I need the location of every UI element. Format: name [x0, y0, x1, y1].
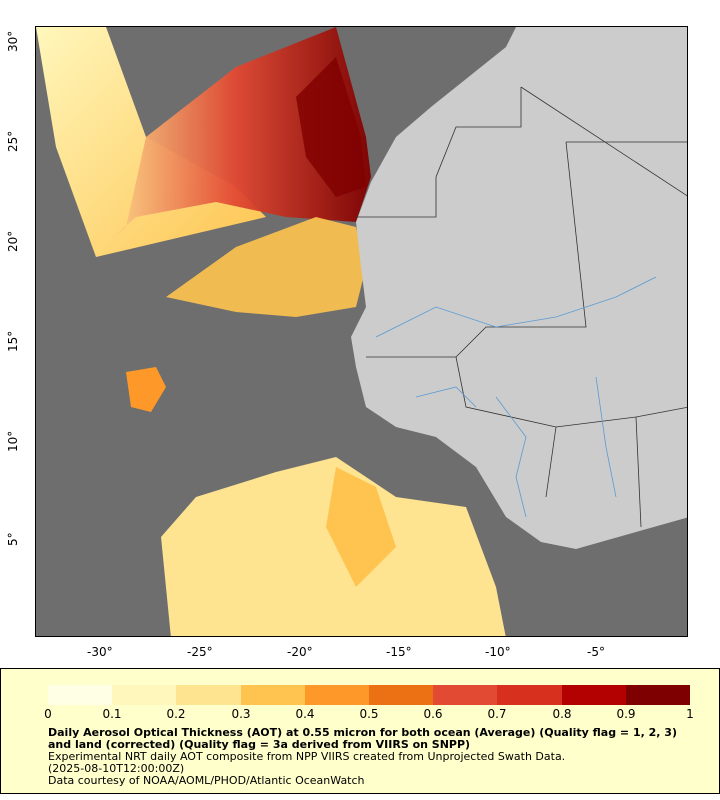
lat-label: 30° — [6, 30, 20, 52]
colorbar-tick: 0.8 — [552, 707, 572, 721]
aot-south — [161, 457, 506, 636]
colorbar-tick: 0.5 — [359, 707, 379, 721]
lat-label: 15° — [6, 330, 20, 352]
country-borders — [356, 86, 687, 528]
colorbar-swatch — [304, 685, 370, 705]
colorbar-swatch — [433, 685, 498, 705]
colorbar-tick: 0.2 — [166, 707, 186, 721]
colorbar-swatch — [112, 685, 177, 705]
aot-map — [36, 27, 687, 636]
colorbar-tick: 0.7 — [487, 707, 507, 721]
aot-plume-core — [296, 57, 366, 197]
colorbar-tick: 0.1 — [102, 707, 122, 721]
land-africa — [351, 27, 687, 549]
aot-patch — [126, 367, 166, 412]
map-panel — [35, 26, 688, 637]
colorbar-tick: 0 — [44, 707, 52, 721]
lon-label: -5° — [587, 645, 605, 659]
colorbar-swatch — [176, 685, 241, 705]
colorbar-tick: 0.9 — [616, 707, 636, 721]
lon-label: -15° — [386, 645, 412, 659]
colorbar-swatch — [240, 685, 305, 705]
lon-label: -25° — [187, 645, 213, 659]
colorbar-swatch — [497, 685, 562, 705]
colorbar-swatch — [561, 685, 626, 705]
colorbar-tick: 0.4 — [295, 707, 315, 721]
lon-label: -10° — [485, 645, 511, 659]
colorbar-swatch — [369, 685, 434, 705]
colorbar-tick: 1 — [686, 707, 694, 721]
lat-label: 20° — [6, 230, 20, 252]
aot-band-mid — [166, 217, 366, 317]
caption-title: Daily Aerosol Optical Thickness (AOT) at… — [48, 726, 677, 751]
caption-credit: Data courtesy of NOAA/AOML/PHOD/Atlantic… — [48, 774, 365, 787]
colorbar-tick: 0.3 — [231, 707, 251, 721]
colorbar — [48, 685, 691, 705]
lat-label: 5° — [6, 532, 20, 546]
caption: Daily Aerosol Optical Thickness (AOT) at… — [48, 727, 678, 787]
colorbar-swatch — [625, 685, 691, 705]
lat-label: 25° — [6, 130, 20, 152]
colorbar-panel: 0 0.1 0.2 0.3 0.4 0.5 0.6 0.7 0.8 0.9 1 … — [0, 668, 720, 794]
rivers — [375, 276, 657, 518]
lon-label: -20° — [287, 645, 313, 659]
caption-date: (2025-08-10T12:00:00Z) — [48, 762, 185, 775]
aot-south-inner — [326, 467, 396, 587]
caption-source: Experimental NRT daily AOT composite fro… — [48, 750, 566, 763]
colorbar-swatch — [48, 685, 113, 705]
colorbar-tick: 0.6 — [423, 707, 443, 721]
lat-label: 10° — [6, 430, 20, 452]
aot-dust-plume — [96, 27, 371, 252]
lon-label: -30° — [87, 645, 113, 659]
